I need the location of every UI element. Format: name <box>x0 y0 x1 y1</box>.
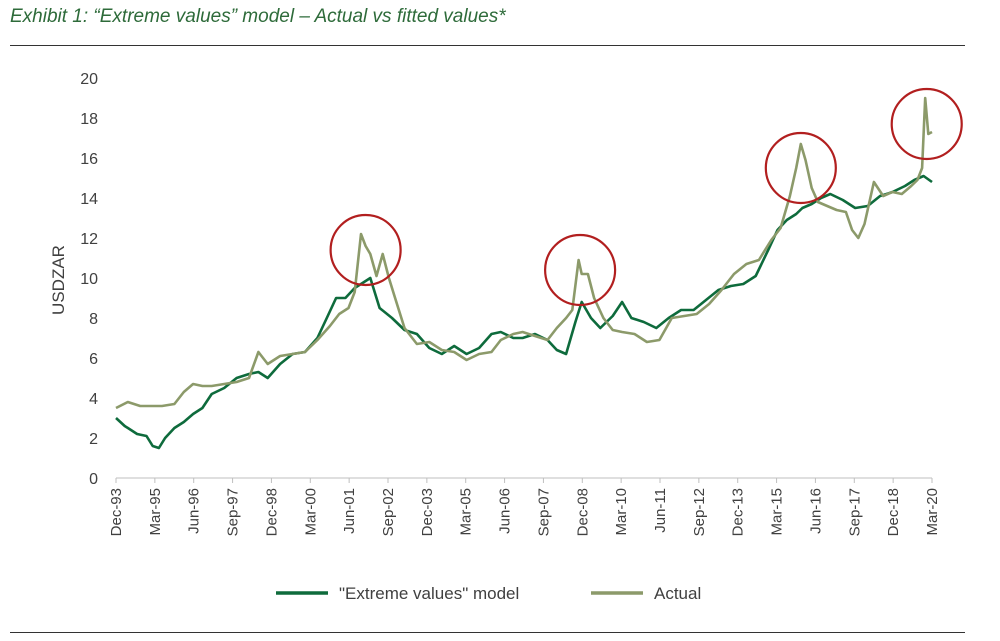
y-tick-label: 12 <box>80 231 98 248</box>
x-tick-label: Mar-10 <box>613 488 630 536</box>
series-line-model <box>115 174 933 450</box>
bottom-rule <box>10 632 965 633</box>
highlight-circle <box>329 213 402 287</box>
x-tick-label: Sep-07 <box>535 488 552 536</box>
x-tick-label: Jun-16 <box>807 488 824 534</box>
x-tick-label: Sep-97 <box>225 488 242 536</box>
x-tick-label: Jun-96 <box>186 488 203 534</box>
y-axis-label: USDZAR <box>49 245 68 315</box>
x-tick-label: Mar-15 <box>769 488 786 536</box>
x-tick-label: Dec-18 <box>885 488 902 536</box>
x-tick-label: Sep-02 <box>380 488 397 536</box>
y-tick-label: 10 <box>80 271 98 288</box>
x-tick-label: Jun-11 <box>652 488 669 533</box>
x-tick-label: Dec-03 <box>419 488 436 536</box>
x-axis: Dec-93 Mar-95 Jun-96 Sep-97 Dec-98 Mar-00 Jun-… <box>108 477 941 536</box>
series-line-actual <box>115 96 933 410</box>
legend-label: "Extreme values" model <box>339 584 519 603</box>
x-tick-label: Dec-13 <box>730 488 747 536</box>
y-tick-label: 8 <box>89 311 98 328</box>
y-tick-label: 0 <box>89 471 98 488</box>
x-tick-label: Dec-93 <box>108 488 125 536</box>
y-tick-label: 14 <box>80 191 98 208</box>
x-tick-label: Mar-05 <box>458 488 475 536</box>
x-tick-label: Mar-20 <box>924 488 941 536</box>
legend-label: Actual <box>654 584 701 603</box>
x-tick-label: Mar-00 <box>302 488 319 536</box>
x-tick-label: Jun-01 <box>341 488 358 534</box>
x-tick-label: Sep-17 <box>846 488 863 536</box>
series-layer <box>115 96 933 450</box>
highlight-circle <box>544 233 617 307</box>
x-tick-label: Jun-06 <box>497 488 514 534</box>
legend: "Extreme values" model Actual <box>276 584 701 603</box>
x-tick-label: Sep-12 <box>691 488 708 536</box>
y-tick-label: 20 <box>80 71 98 88</box>
highlight-circle <box>764 131 837 205</box>
x-tick-label: Dec-98 <box>263 488 280 536</box>
y-tick-label: 4 <box>89 391 98 408</box>
y-tick-label: 18 <box>80 111 98 128</box>
annotation-layer <box>329 87 963 307</box>
x-tick-label: Dec-08 <box>574 488 591 536</box>
highlight-circle <box>890 87 963 161</box>
y-tick-label: 16 <box>80 151 98 168</box>
y-tick-label: 2 <box>89 431 98 448</box>
y-tick-label: 6 <box>89 351 98 368</box>
x-tick-label: Mar-95 <box>147 488 164 536</box>
y-axis: 0 2 4 6 8 10 12 14 16 18 20 <box>80 71 98 488</box>
top-rule <box>10 45 965 46</box>
exhibit-title: Exhibit 1: “Extreme values” model – Actu… <box>10 6 506 27</box>
